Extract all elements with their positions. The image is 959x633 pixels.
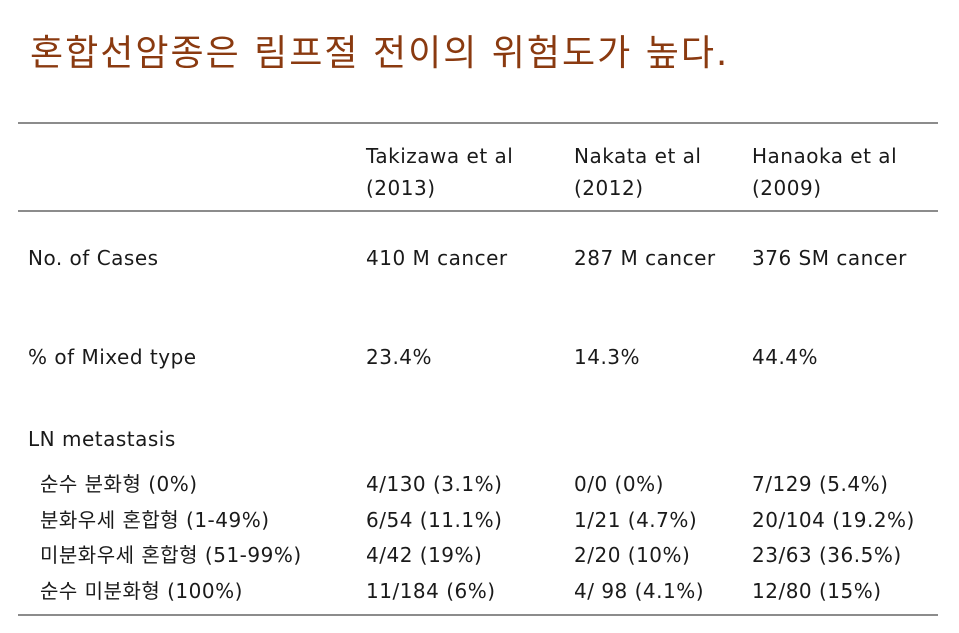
column-header-hanaoka: Hanaoka et al (2009) — [752, 140, 897, 204]
row-label-mixed: % of Mixed type — [28, 345, 197, 369]
table-cell: 376 SM cancer — [752, 246, 907, 270]
table-cell: 12/80 (15%) — [752, 579, 882, 603]
column-year: (2009) — [752, 176, 822, 200]
column-author: Nakata et al — [574, 144, 702, 168]
table-bottom-rule — [18, 614, 938, 616]
table-cell: 4/42 (19%) — [366, 543, 483, 567]
table-cell: 4/ 98 (4.1%) — [574, 579, 705, 603]
page-title: 혼합선암종은 림프절 전이의 위험도가 높다. — [30, 33, 730, 74]
row-label-ln: 분화우세 혼합형 (1-49%) — [40, 508, 270, 532]
column-author: Takizawa et al — [366, 144, 514, 168]
table-cell: 287 M cancer — [574, 246, 716, 270]
table-cell: 44.4% — [752, 345, 819, 369]
table-cell: 23.4% — [366, 345, 433, 369]
table-cell: 2/20 (10%) — [574, 543, 691, 567]
table-cell: 7/129 (5.4%) — [752, 472, 889, 496]
table-cell: 0/0 (0%) — [574, 472, 664, 496]
table-cell: 410 M cancer — [366, 246, 508, 270]
column-author: Hanaoka et al — [752, 144, 898, 168]
column-year: (2012) — [574, 176, 644, 200]
table-cell: 1/21 (4.7%) — [574, 508, 698, 532]
table-cell: 14.3% — [574, 345, 641, 369]
row-label-ln-metastasis: LN metastasis — [28, 427, 176, 451]
row-label-cases: No. of Cases — [28, 246, 159, 270]
table-cell: 6/54 (11.1%) — [366, 508, 503, 532]
table-cell: 11/184 (6%) — [366, 579, 496, 603]
column-year: (2013) — [366, 176, 436, 200]
row-label-ln: 미분화우세 혼합형 (51-99%) — [40, 543, 302, 567]
table-cell: 23/63 (36.5%) — [752, 543, 902, 567]
column-header-nakata: Nakata et al (2012) — [574, 140, 701, 204]
row-label-ln: 순수 미분화형 (100%) — [40, 579, 243, 603]
column-header-takizawa: Takizawa et al (2013) — [366, 140, 513, 204]
table-top-rule — [18, 122, 938, 124]
table-cell: 20/104 (19.2%) — [752, 508, 915, 532]
table-cell: 4/130 (3.1%) — [366, 472, 503, 496]
header-rule — [18, 210, 938, 212]
row-label-ln: 순수 분화형 (0%) — [40, 472, 198, 496]
